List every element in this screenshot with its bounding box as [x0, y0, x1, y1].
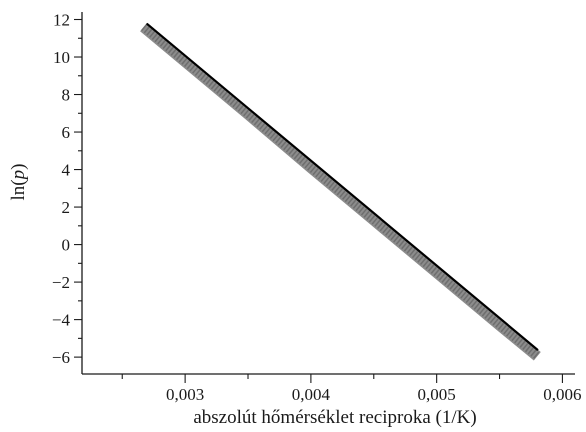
- y-axis-label: ln(p): [8, 164, 29, 201]
- data-band-layer: [140, 22, 541, 361]
- y-tick-label: 4: [62, 161, 71, 180]
- x-tick-label: 0,004: [292, 385, 331, 404]
- y-axis-label-variable: p: [8, 170, 29, 182]
- data-band-texture: [141, 23, 540, 360]
- ticks: 0,003 0,004 0,005 0,006 12 10 8 6 4 2 0 −2 −4 −6: [52, 11, 582, 404]
- x-tick-label: 0,005: [418, 385, 456, 404]
- x-tick-label: 0,003: [166, 385, 204, 404]
- y-axis-label-prefix: ln(: [8, 179, 29, 200]
- axes: [81, 12, 575, 375]
- y-tick-label: 8: [62, 86, 71, 105]
- fit-line-series: [146, 23, 539, 351]
- x-axis-label: abszolút hőmérséklet reciproka (1/K): [193, 407, 476, 428]
- y-tick-label: 12: [53, 11, 70, 30]
- y-tick-label: 0: [62, 236, 71, 255]
- y-tick-label: 2: [62, 198, 71, 217]
- y-tick-label: −4: [52, 311, 71, 330]
- x-tick-label: 0,006: [543, 385, 581, 404]
- y-axis-label-suffix: ): [8, 164, 29, 170]
- y-tick-label: −6: [52, 348, 70, 367]
- y-tick-label: 6: [62, 123, 71, 142]
- y-tick-label: 10: [53, 48, 70, 67]
- fit-line-layer: [146, 23, 539, 351]
- y-tick-label: −2: [52, 273, 70, 292]
